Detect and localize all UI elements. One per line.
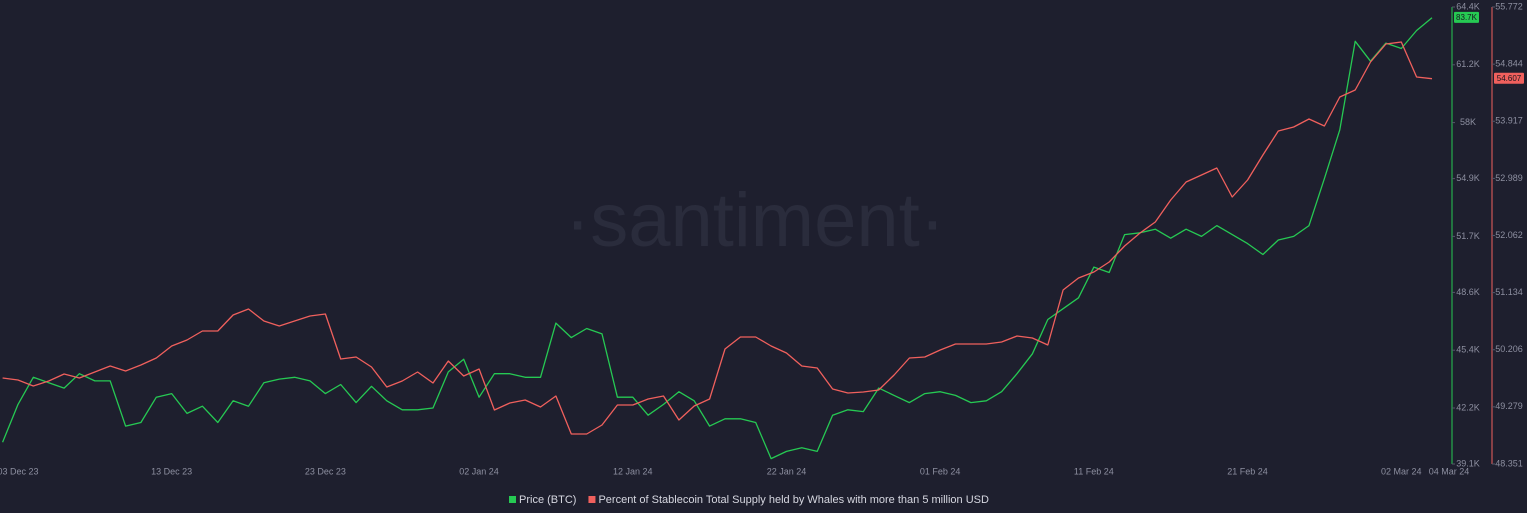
y-tick-label: 64.4K	[1456, 1, 1480, 11]
legend-label: Price (BTC)	[519, 494, 576, 506]
y-tick-label: 48.6K	[1456, 287, 1480, 297]
y-tick-label: 58K	[1460, 117, 1476, 127]
y-tick-label: 39.1K	[1456, 458, 1480, 468]
x-tick-label: 04 Mar 24	[1429, 466, 1470, 476]
y2-tick-label: 55.772	[1495, 1, 1523, 11]
x-tick-label: 12 Jan 24	[613, 466, 653, 476]
y2-tick-label: 52.989	[1495, 173, 1523, 183]
x-tick-label: 21 Feb 24	[1227, 466, 1268, 476]
x-tick-label: 22 Jan 24	[767, 466, 807, 476]
x-tick-label: 11 Feb 24	[1074, 466, 1114, 476]
x-tick-label: 23 Dec 23	[305, 466, 346, 476]
legend-label: Percent of Stablecoin Total Supply held …	[598, 494, 989, 506]
y-tick-label: 45.4K	[1456, 345, 1480, 355]
last-value-label: 83.7K	[1456, 13, 1478, 22]
series-line	[2, 41, 1433, 435]
last-value-badge	[1454, 11, 1479, 23]
legend-swatch	[509, 496, 516, 503]
y-tick-label: 54.9K	[1456, 173, 1480, 183]
y2-tick-label: 53.917	[1495, 116, 1523, 126]
y2-tick-label: 50.206	[1495, 344, 1523, 354]
watermark: ·santiment·	[565, 178, 945, 263]
y2-tick-label: 49.279	[1495, 401, 1523, 411]
series-line	[1, 17, 1433, 460]
y-tick-label: 61.2K	[1456, 59, 1480, 69]
last-value-label: 54.607	[1497, 74, 1522, 83]
y-tick-label: 42.2K	[1456, 402, 1480, 412]
x-tick-label: 03 Dec 23	[0, 466, 38, 476]
y2-tick-label: 52.062	[1495, 230, 1523, 240]
y2-tick-label: 54.844	[1495, 59, 1523, 69]
last-value-badge	[1494, 72, 1524, 84]
x-tick-label: 01 Feb 24	[920, 466, 961, 476]
legend-swatch	[588, 496, 596, 503]
y2-tick-label: 48.351	[1495, 458, 1523, 468]
y-tick-label: 51.7K	[1456, 231, 1480, 241]
y2-tick-label: 51.134	[1495, 287, 1523, 297]
x-tick-label: 02 Mar 24	[1381, 466, 1422, 476]
x-tick-label: 02 Jan 24	[459, 466, 499, 476]
x-tick-label: 13 Dec 23	[151, 466, 192, 476]
